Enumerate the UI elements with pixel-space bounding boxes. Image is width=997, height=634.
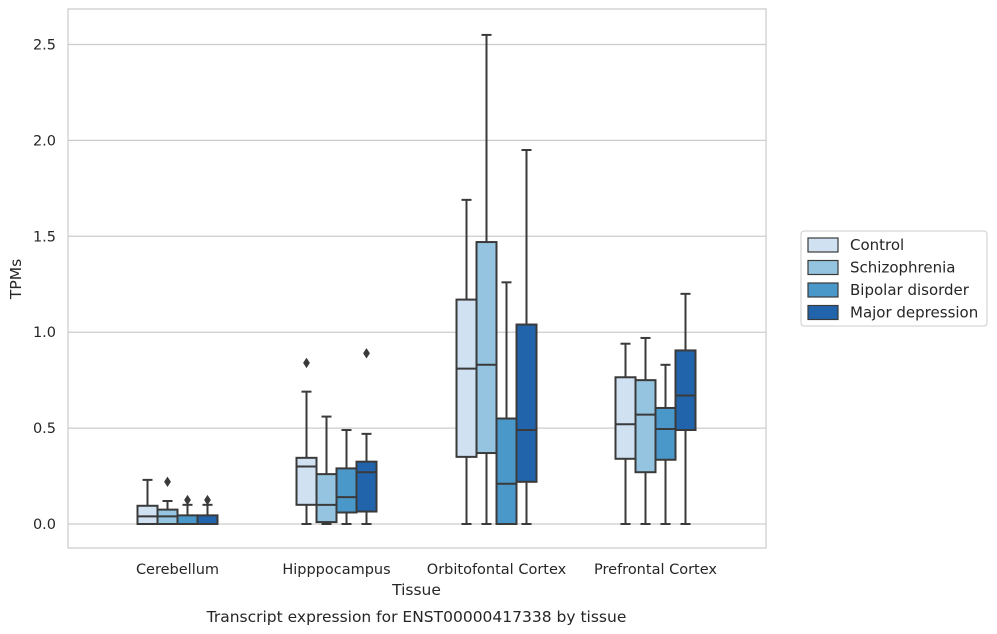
outlier-point	[303, 357, 310, 369]
tissue-group	[295, 348, 378, 525]
iqr-box	[136, 504, 159, 525]
tissue-group	[136, 476, 219, 526]
box-major-depression	[196, 494, 219, 526]
box-schizophrenia	[315, 415, 338, 525]
legend-swatch	[807, 304, 839, 321]
outlier-point	[184, 494, 191, 506]
outlier-point	[164, 476, 171, 488]
iqr-box	[654, 406, 677, 461]
iqr-box	[614, 376, 637, 460]
legend-item: Control	[807, 236, 904, 254]
iqr-box	[176, 514, 199, 526]
x-tick-label: Cerebellum	[136, 562, 219, 578]
x-tick-label: Prefrontal Cortex	[594, 562, 717, 578]
iqr-box	[674, 349, 697, 432]
box-groups	[136, 33, 697, 526]
plot-frame	[67, 8, 767, 549]
box-control	[136, 478, 159, 525]
box-bipolar-disorder	[495, 281, 518, 526]
box-control	[295, 357, 318, 525]
iqr-box	[455, 298, 478, 458]
y-tick-label: 1.0	[33, 325, 56, 341]
tissue-group	[614, 292, 697, 525]
legend-label: Major depression	[850, 304, 978, 322]
iqr-box	[634, 379, 657, 474]
tissue-group	[455, 33, 538, 526]
legend-item: Schizophrenia	[807, 259, 955, 277]
legend-label: Bipolar disorder	[850, 281, 970, 299]
y-tick-label: 1.5	[33, 229, 56, 245]
box-bipolar-disorder	[335, 429, 358, 525]
x-axis-label: Tissue	[391, 581, 441, 599]
iqr-box	[355, 460, 378, 513]
box-major-depression	[355, 348, 378, 525]
legend-items: Control Schizophrenia Bipolar disorder Majo…	[807, 236, 978, 322]
iqr-box	[295, 456, 318, 506]
iqr-box	[196, 514, 219, 526]
box-bipolar-disorder	[654, 363, 677, 525]
y-tick-label: 2.0	[33, 133, 56, 149]
y-axis-label: TPMs	[7, 259, 25, 300]
box-control	[614, 342, 637, 525]
legend-item: Bipolar disorder	[807, 281, 970, 299]
box-major-depression	[515, 148, 538, 525]
box-major-depression	[674, 292, 697, 525]
legend-frame	[800, 230, 988, 327]
outlier-point	[363, 348, 370, 359]
chart-caption: Transcript expression for ENST0000041733…	[206, 608, 627, 626]
iqr-box	[515, 323, 538, 483]
box-schizophrenia	[475, 33, 498, 525]
legend-swatch	[807, 237, 839, 253]
legend-swatch	[807, 259, 839, 276]
iqr-box	[495, 417, 518, 526]
legend-label: Control	[850, 236, 904, 254]
box-schizophrenia	[634, 336, 657, 525]
legend-item: Major depression	[807, 304, 978, 322]
box-control	[455, 198, 478, 525]
box-schizophrenia	[156, 476, 179, 525]
x-tick-label: Orbitofontal Cortex	[427, 562, 567, 578]
outlier-point	[204, 494, 211, 506]
iqr-box	[315, 473, 338, 524]
legend: Control Schizophrenia Bipolar disorder Majo…	[800, 230, 988, 327]
x-tick-labels: Cerebellum Hipppocampus Orbitofontal Corte…	[136, 562, 717, 578]
iqr-box	[335, 467, 358, 514]
y-tick-label: 0.0	[33, 517, 56, 533]
legend-label: Schizophrenia	[850, 259, 955, 277]
iqr-box	[475, 241, 498, 455]
y-tick-labels: 0.0 0.5 1.0 1.5 2.0 2.5	[33, 38, 56, 534]
y-tick-label: 0.5	[33, 421, 56, 437]
y-tick-label: 2.5	[33, 38, 56, 54]
box-bipolar-disorder	[176, 494, 199, 526]
legend-swatch	[807, 282, 839, 298]
x-tick-label: Hipppocampus	[282, 562, 390, 578]
